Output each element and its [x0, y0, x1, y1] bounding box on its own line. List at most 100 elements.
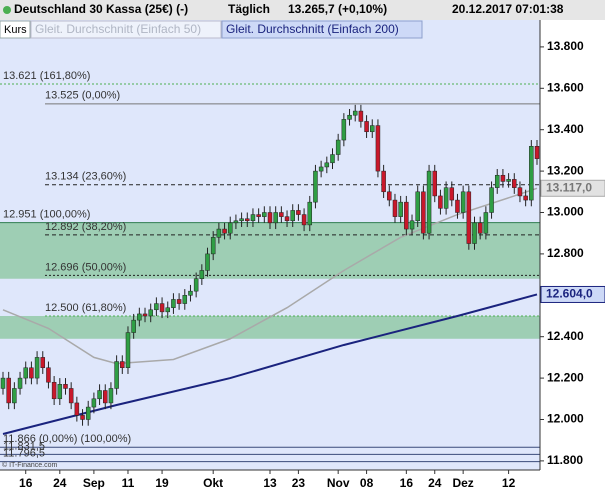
legend-ma200-box[interactable]: [221, 20, 423, 39]
candle-body: [301, 214, 307, 226]
x-tick-label: Nov: [327, 476, 350, 490]
candle-body: [103, 390, 108, 404]
x-tick-label: 11: [122, 476, 135, 490]
candle-body: [290, 210, 295, 222]
candle-body: [17, 377, 23, 389]
y-tick-label: 12.800: [547, 246, 584, 260]
candle-body: [165, 307, 170, 313]
candle-body: [347, 114, 352, 120]
candle-body: [506, 179, 511, 182]
candle-body: [489, 187, 494, 213]
candle-body: [335, 139, 341, 155]
candle-body: [364, 121, 369, 133]
candle-body: [404, 201, 409, 230]
candle-body: [296, 210, 301, 215]
x-tick-label: Okt: [203, 476, 223, 490]
x-tick-label: 16: [19, 476, 33, 490]
candle-body: [148, 309, 153, 317]
fib-label: 11.866 (0,00%) (100,00%): [3, 433, 131, 445]
candle-body: [12, 388, 17, 404]
candle-body: [443, 187, 449, 209]
candle-body: [205, 253, 210, 271]
candle-body: [494, 174, 500, 188]
candle-body: [6, 377, 11, 404]
candle-body: [154, 303, 159, 311]
candle-body: [324, 162, 330, 168]
header-bar: [0, 0, 605, 20]
y-tick-label: 12.000: [547, 412, 584, 426]
candle-body: [80, 415, 85, 420]
x-tick-label: 16: [400, 476, 414, 490]
candle-body: [381, 170, 386, 193]
candle-body: [517, 187, 523, 197]
candle-body: [438, 195, 443, 209]
fib-label: 13.525 (0,00%): [45, 90, 120, 102]
candle-body: [449, 187, 455, 201]
candle-body: [233, 220, 239, 224]
candle-body: [142, 313, 148, 317]
candle-body: [262, 212, 267, 217]
candle-body: [108, 388, 114, 404]
legend-ma50-box[interactable]: [30, 20, 222, 39]
candle-body: [137, 313, 142, 321]
candle-body: [307, 201, 313, 226]
fib-label: 12.951 (100,00%): [3, 209, 90, 221]
header-time: 20.12.2017 07:01:38: [452, 2, 564, 16]
y-tick-label: 13.000: [547, 205, 584, 219]
candle-body: [23, 367, 28, 379]
x-tick-label: 24: [428, 476, 442, 490]
price-box: [540, 285, 605, 303]
candle-body: [125, 332, 131, 368]
candle-body: [415, 191, 420, 222]
candle-body: [460, 191, 466, 213]
candle-body: [523, 195, 528, 201]
candle-body: [421, 191, 426, 234]
candle-body: [534, 146, 540, 159]
y-tick-label: 11.800: [547, 453, 583, 467]
candle-body: [273, 212, 278, 224]
candle-body: [46, 367, 51, 383]
y-tick-label: 13.600: [547, 80, 584, 94]
zone: [0, 222, 540, 279]
candle-body: [500, 174, 506, 182]
price-box-label: 12.604,0: [546, 287, 593, 301]
candle-body: [74, 402, 80, 416]
fib-label: 11.796,5: [3, 448, 45, 460]
fib-label: 11.831,5: [3, 440, 45, 452]
candle-body: [250, 214, 256, 222]
candle-body: [426, 170, 432, 234]
header-period: Täglich: [228, 2, 270, 16]
candle-body: [466, 191, 472, 244]
candle-body: [256, 214, 261, 217]
candle-body: [239, 218, 244, 222]
candle-body: [477, 222, 483, 234]
candle-body: [245, 218, 250, 222]
candle-body: [176, 299, 182, 304]
candle-body: [188, 290, 193, 296]
candle-body: [341, 119, 347, 141]
axis-panel: [540, 20, 605, 494]
fib-label: 12.696 (50,00%): [45, 261, 126, 273]
legend-item[interactable]: Kurs: [4, 24, 27, 36]
ma-line: [2, 293, 538, 435]
x-tick-label: 12: [502, 476, 516, 490]
fib-label: 12.500 (61,80%): [45, 302, 126, 314]
header-quote: 13.265,7 (+0,10%): [288, 2, 387, 16]
header-title: Deutschland 30 Kassa (25€) (-): [14, 2, 188, 16]
legend-item[interactable]: Gleit. Durchschnitt (Einfach 50): [35, 22, 201, 36]
candle-body: [358, 110, 364, 122]
y-tick-label: 13.800: [547, 39, 584, 53]
candle-body: [370, 125, 375, 133]
candle-body: [398, 201, 403, 217]
icon: [3, 6, 11, 14]
candle-body: [114, 361, 119, 389]
candle-body: [34, 357, 40, 379]
candle-body: [85, 406, 91, 420]
legend-item[interactable]: Gleit. Durchschnitt (Einfach 200): [226, 22, 399, 36]
fib-label: 13.621 (161,80%): [3, 70, 90, 82]
candle-body: [279, 212, 284, 217]
candle-body: [318, 166, 324, 172]
candle-body: [193, 278, 199, 292]
candle-body: [512, 179, 517, 188]
legend-kurs-box[interactable]: [0, 20, 31, 39]
